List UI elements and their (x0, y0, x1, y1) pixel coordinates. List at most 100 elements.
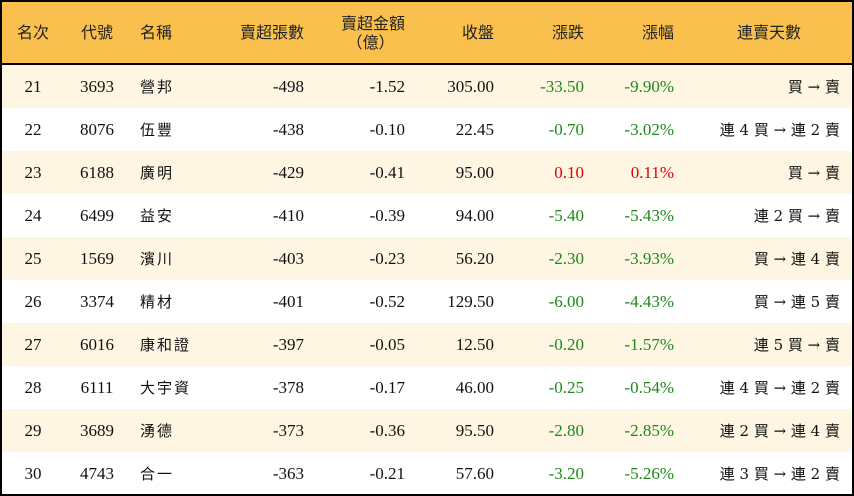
header-name: 名稱 (130, 2, 215, 65)
cell-close: 305.00 (417, 64, 506, 108)
cell-shares: -378 (272, 377, 304, 397)
cell-code: 6188 (64, 151, 130, 194)
cell-amount: -0.41 (316, 151, 417, 194)
cell-amount: -0.21 (369, 463, 405, 483)
cell-rank: 30 (24, 463, 42, 483)
cell-pct: 0.11% (596, 151, 686, 194)
cell-change: -0.20 (506, 323, 596, 366)
cell-amount: -0.10 (369, 119, 405, 139)
cell-name: 湧德 (130, 409, 215, 452)
cell-name: 營邦 (130, 64, 215, 108)
cell-code: 6016 (64, 323, 130, 366)
cell-rank: 24 (24, 205, 42, 225)
cell-close: 94.00 (455, 205, 494, 225)
cell-shares: -373 (215, 409, 316, 452)
cell-change: -2.30 (506, 237, 596, 280)
table-row: 21 3693 營邦 -498 -1.52 305.00 -33.50 -9.90% 買 → 賣 (2, 64, 852, 108)
cell-close: 95.00 (417, 151, 506, 194)
cell-rank: 26 (24, 291, 42, 311)
cell-name: 益安 (140, 207, 175, 225)
table-row: 28 6111 大宇資 -378 -0.17 46.00 -0.25 -0.54% 連 4 買 … (2, 366, 852, 409)
cell-amount: -0.17 (369, 377, 405, 397)
cell-close: 57.60 (455, 463, 494, 483)
cell-code: 4743 (80, 463, 114, 483)
cell-change: -0.70 (548, 119, 584, 139)
cell-name: 大宇資 (140, 379, 192, 397)
header-amount-line2: （億） (346, 32, 395, 52)
cell-pct: -4.43% (624, 291, 674, 311)
cell-change: -2.80 (506, 409, 596, 452)
cell-change: -33.50 (506, 64, 596, 108)
cell-code: 6111 (80, 377, 114, 397)
cell-amount: -0.36 (316, 409, 417, 452)
cell-rank: 28 (24, 377, 42, 397)
cell-shares: -498 (215, 64, 316, 108)
header-code: 代號 (64, 2, 130, 65)
cell-pct: -3.93% (596, 237, 686, 280)
cell-shares: -438 (272, 119, 304, 139)
cell-pct: -9.90% (596, 64, 686, 108)
cell-code: 3374 (80, 291, 114, 311)
cell-change: -6.00 (548, 291, 584, 311)
cell-streak: 連 2 買 → 連 4 賣 (686, 409, 852, 452)
cell-rank: 25 (2, 237, 64, 280)
header-amount: 賣超金額 （億） (316, 2, 417, 65)
header-streak: 連賣天數 (686, 2, 852, 65)
cell-close: 95.50 (417, 409, 506, 452)
header-shares: 賣超張數 (215, 2, 316, 65)
cell-streak: 買 → 連 5 賣 (753, 293, 840, 311)
cell-close: 129.50 (447, 291, 494, 311)
cell-code: 3689 (64, 409, 130, 452)
header-amount-line1: 賣超金額 (340, 13, 405, 33)
cell-close: 12.50 (417, 323, 506, 366)
cell-pct: -3.02% (624, 119, 674, 139)
cell-change: -3.20 (548, 463, 584, 483)
cell-rank: 29 (2, 409, 64, 452)
cell-shares: -429 (215, 151, 316, 194)
header-rank: 名次 (2, 2, 64, 65)
table-row: 23 6188 廣明 -429 -0.41 95.00 0.10 0.11% 買 → 賣 (2, 151, 852, 194)
cell-pct: -5.43% (624, 205, 674, 225)
cell-code: 8076 (80, 119, 114, 139)
cell-rank: 21 (2, 64, 64, 108)
cell-streak: 連 5 買 → 賣 (686, 323, 852, 366)
header-pct: 漲幅 (596, 2, 686, 65)
cell-rank: 23 (2, 151, 64, 194)
table-row: 22 8076 伍豐 -438 -0.10 22.45 -0.70 -3.02% 連 4 買 →… (2, 108, 852, 151)
cell-code: 3693 (64, 64, 130, 108)
cell-close: 22.45 (455, 119, 494, 139)
cell-pct: -0.54% (624, 377, 674, 397)
cell-pct: -1.57% (596, 323, 686, 366)
cell-change: 0.10 (506, 151, 596, 194)
cell-amount: -0.39 (369, 205, 405, 225)
header-row: 名次 代號 名稱 賣超張數 賣超金額 （億） 收盤 漲跌 漲幅 連賣天數 (2, 2, 852, 65)
cell-shares: -363 (272, 463, 304, 483)
cell-name: 合一 (140, 465, 175, 483)
cell-shares: -403 (215, 237, 316, 280)
cell-close: 56.20 (417, 237, 506, 280)
cell-amount: -1.52 (316, 64, 417, 108)
cell-code: 6499 (80, 205, 114, 225)
cell-streak: 連 2 買 → 賣 (753, 207, 840, 225)
cell-code: 1569 (64, 237, 130, 280)
header-close: 收盤 (417, 2, 506, 65)
header-change: 漲跌 (506, 2, 596, 65)
cell-rank: 22 (24, 119, 42, 139)
cell-name: 廣明 (130, 151, 215, 194)
cell-name: 康和證 (130, 323, 215, 366)
cell-name: 精材 (140, 293, 175, 311)
cell-streak: 買 → 賣 (686, 64, 852, 108)
cell-streak: 買 → 連 4 賣 (686, 237, 852, 280)
cell-change: -0.25 (548, 377, 584, 397)
cell-amount: -0.23 (316, 237, 417, 280)
table-row: 29 3689 湧德 -373 -0.36 95.50 -2.80 -2.85% 連 2 買 →… (2, 409, 852, 452)
cell-rank: 27 (2, 323, 64, 366)
cell-shares: -410 (272, 205, 304, 225)
cell-amount: -0.52 (369, 291, 405, 311)
cell-shares: -401 (272, 291, 304, 311)
table-row: 27 6016 康和證 -397 -0.05 12.50 -0.20 -1.57% 連 5 買 … (2, 323, 852, 366)
cell-streak: 連 3 買 → 連 2 賣 (719, 465, 840, 483)
cell-close: 46.00 (455, 377, 494, 397)
table-row: 24 6499 益安 -410 -0.39 94.00 -5.40 -5.43% 連 2 買 →… (2, 194, 852, 237)
